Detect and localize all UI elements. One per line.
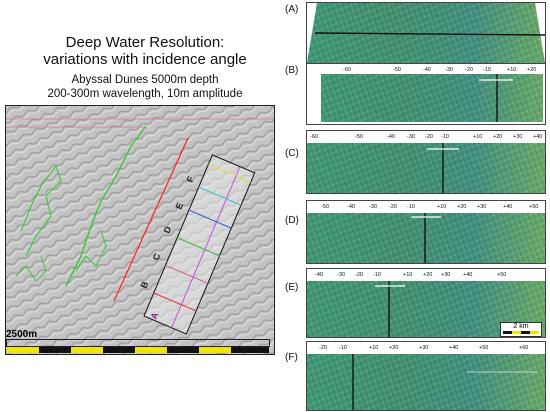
tick-label: -30 — [337, 272, 345, 278]
tick-label: +30 — [419, 345, 429, 351]
seafloor-texture — [6, 106, 274, 354]
tick-label: +60 — [519, 345, 529, 351]
tick-label: -30 — [369, 204, 377, 210]
strip-label-e: E — [174, 201, 186, 210]
panel-b-image — [307, 64, 545, 124]
tick-label: +10 — [369, 345, 379, 351]
subtitle-line-2: 200-300m wavelength, 10m amplitude — [47, 88, 243, 100]
contour-line — [15, 255, 47, 282]
tick-label: -50 — [355, 134, 363, 140]
contour-line — [65, 125, 147, 287]
strip-e-line — [198, 186, 242, 206]
panel-d-image — [307, 201, 545, 263]
tick-label: -50 — [321, 204, 329, 210]
tick-label: -20 — [355, 272, 363, 278]
panel-a-image — [307, 3, 545, 63]
strip-label-b: B — [139, 279, 151, 289]
figure-subtitle: Abyssal Dunes 5000m depth 200-300m wavel… — [10, 73, 280, 101]
tick-label: -10 — [339, 345, 347, 351]
tick-label: +40 — [463, 272, 473, 278]
km-scale: 2 km — [500, 322, 542, 337]
strip-b-line — [165, 264, 209, 284]
overview-map-svg: A B C D E F — [6, 106, 274, 354]
title-line-1: Deep Water Resolution: — [65, 34, 225, 51]
tick-label: +20 — [423, 272, 433, 278]
tick-label: -60 — [310, 134, 318, 140]
strip-label-a: A — [149, 310, 161, 320]
strip-c-line — [177, 237, 220, 257]
panel-f: -20 -10 +10 +20 +30 +40 +50 +60 — [306, 341, 546, 411]
tick-label: -40 — [347, 204, 355, 210]
strip-f-line — [208, 163, 252, 183]
tick-label: -40 — [423, 67, 431, 73]
tick-label: -20 — [465, 67, 473, 73]
strip-a-line — [153, 292, 197, 312]
panel-c-image — [307, 131, 545, 193]
tick-label: -30 — [407, 134, 415, 140]
tick-label: +20 — [493, 134, 503, 140]
tick-label: +10 — [403, 272, 413, 278]
km-scale-label: 2 km — [513, 323, 529, 330]
contour-line — [20, 164, 62, 257]
tick-label: -10 — [441, 134, 449, 140]
tick-label: -20 — [425, 134, 433, 140]
tick-label: +40 — [533, 134, 543, 140]
tick-label: +30 — [513, 134, 523, 140]
title-line-2: variations with incidence angle — [43, 51, 247, 68]
panel-a-label: (A) — [285, 4, 299, 15]
strip-label-d: D — [162, 224, 174, 234]
tick-label: +10 — [437, 204, 447, 210]
tick-label: -60 — [343, 67, 351, 73]
panel-b-label: (B) — [285, 65, 299, 76]
tick-label: -50 — [393, 67, 401, 73]
tick-label: +20 — [389, 345, 399, 351]
tick-label: +10 — [473, 134, 483, 140]
contour-line — [75, 230, 107, 272]
tick-label: -10 — [407, 204, 415, 210]
tick-label: -40 — [387, 134, 395, 140]
tick-label: -10 — [373, 272, 381, 278]
figure-title: Deep Water Resolution: variations with i… — [10, 34, 280, 68]
tick-label: +50 — [497, 272, 507, 278]
panel-d-label: (D) — [285, 215, 299, 226]
tick-label: -20 — [319, 345, 327, 351]
nadir-line — [314, 32, 545, 36]
strip-label-f: F — [185, 174, 197, 183]
panel-c-label: (C) — [285, 148, 299, 159]
panel-f-label: (F) — [285, 352, 298, 363]
tick-label: +20 — [527, 67, 537, 73]
panel-a — [306, 2, 546, 64]
panel-b: -60 -50 -40 -30 -20 -10 +10 +20 — [306, 63, 546, 125]
strip-label-c: C — [151, 251, 163, 261]
km-scale-bar — [503, 331, 539, 334]
panel-e-label: (E) — [285, 282, 299, 293]
tick-label: +10 — [507, 67, 517, 73]
tick-label: -10 — [483, 67, 491, 73]
panel-c: -60 -50 -40 -30 -20 -10 +10 +20 +30 +40 — [306, 130, 546, 194]
overview-scale-label: 2500m — [6, 329, 38, 340]
tick-label: +40 — [449, 345, 459, 351]
tick-label: +40 — [503, 204, 513, 210]
scale-bar-svg — [7, 347, 269, 353]
overview-scale-bar — [6, 339, 270, 353]
track-line — [113, 137, 189, 302]
overview-map: A B C D E F — [5, 105, 275, 355]
strip-d-line — [188, 209, 232, 229]
tick-label: +30 — [477, 204, 487, 210]
nadir-line — [171, 166, 241, 328]
panel-d: -50 -40 -30 -20 -10 +10 +20 +30 +40 +50 — [306, 200, 546, 264]
tick-label: +50 — [529, 204, 539, 210]
tick-label: -30 — [445, 67, 453, 73]
tick-label: +20 — [457, 204, 467, 210]
panel-f-image — [307, 342, 545, 410]
tick-label: +50 — [479, 345, 489, 351]
tick-label: -20 — [389, 204, 397, 210]
tick-label: -40 — [315, 272, 323, 278]
subtitle-line-1: Abyssal Dunes 5000m depth — [71, 74, 219, 86]
tick-label: +30 — [441, 272, 451, 278]
